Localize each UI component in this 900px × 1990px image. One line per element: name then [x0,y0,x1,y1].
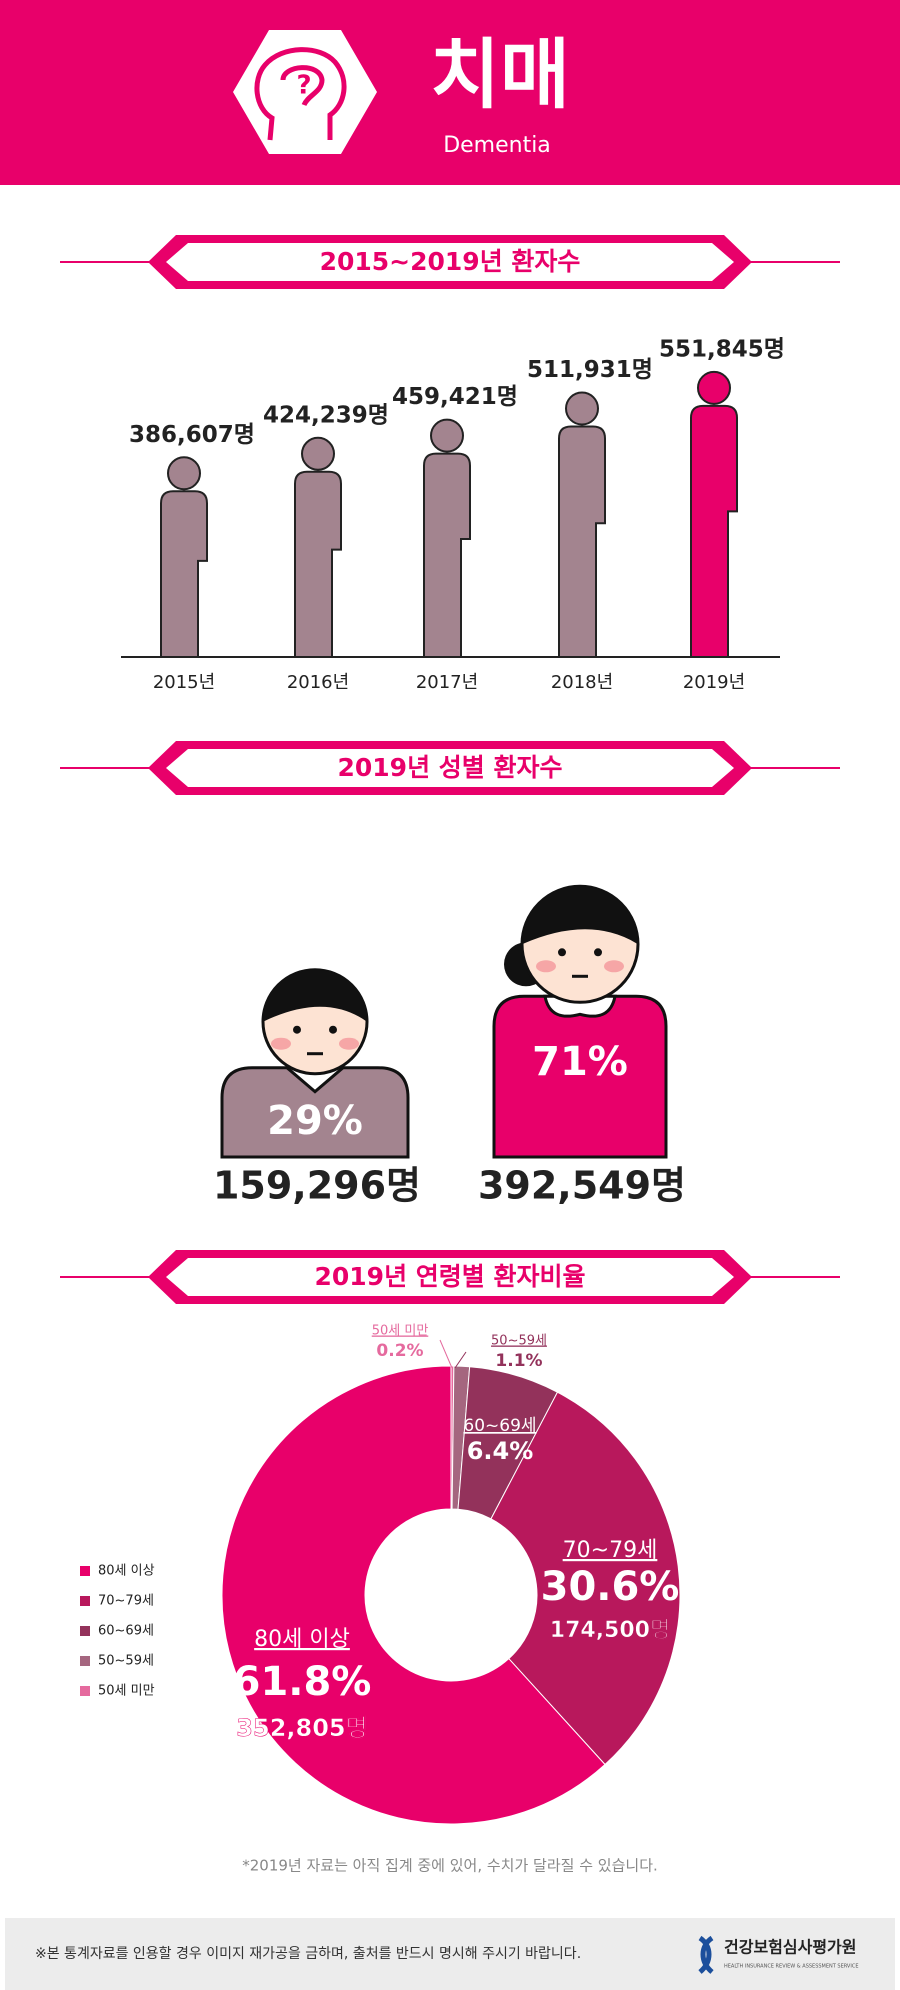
slice-count: 352,805명 [236,1714,367,1742]
x-tick-label: 2017년 [416,672,478,693]
slice-category: 50~59세 [491,1334,547,1349]
value-label: 459,421명 [392,384,518,410]
slice-percent: 6.4% [467,1437,534,1465]
section-title: 2019년 성별 환자수 [338,753,563,782]
section-title: 2019년 연령별 환자비율 [315,1262,586,1291]
torso [492,994,668,1159]
legend-swatch [80,1626,90,1636]
person-bar [160,456,208,658]
header-icon: ? [233,30,377,154]
person-bar [294,436,342,658]
section-title: 2015~2019년 환자수 [320,247,581,276]
header-band [0,0,900,185]
slice-percent: 1.1% [495,1351,542,1371]
leader-line [439,1339,453,1369]
banner-inner [166,243,734,281]
x-tick-label: 2016년 [287,672,349,693]
cheek [271,1037,291,1050]
legend-label: 50세 미만 [98,1684,155,1699]
eye [293,1025,301,1034]
value-label: 551,845명 [659,336,785,362]
leader-line [454,1351,467,1369]
banner-inner [166,1258,734,1296]
footer-org-en: HEALTH INSURANCE REVIEW & ASSESSMENT SER… [724,1964,858,1970]
hair [263,969,367,1022]
slice-count: 174,500명 [550,1618,670,1643]
percent-label: 29% [267,1098,363,1144]
footer-logo [698,1935,714,1974]
person-bar [423,418,471,658]
count-label: 392,549명 [478,1164,686,1208]
legend-label: 70~79세 [98,1594,154,1609]
x-tick-label: 2018년 [551,672,613,693]
legend-swatch [80,1596,90,1606]
footer-notice: ※본 통계자료를 인용할 경우 이미지 재가공을 금하며, 출처를 반드시 명시… [35,1946,581,1962]
slice-percent: 61.8% [233,1659,372,1705]
legend-label: 50~59세 [98,1654,154,1669]
eye [558,948,566,957]
header-title: 치매 [430,30,570,119]
hair [522,886,638,945]
eye [594,948,602,957]
slice-category: 70~79세 [563,1538,658,1563]
torso [220,1066,410,1159]
svg-text:?: ? [296,71,311,101]
legend-label: 80세 이상 [98,1564,155,1579]
footer-band [5,1918,895,1990]
cheek [536,960,556,973]
donut-slice [221,1365,606,1825]
eye [329,1025,337,1034]
value-label: 511,931명 [527,357,653,383]
percent-label: 71% [532,1039,628,1085]
legend-swatch [80,1656,90,1666]
slice-category: 50세 미만 [372,1324,429,1339]
legend-swatch [80,1566,90,1576]
banner-inner [166,749,734,787]
slice-category: 60~69세 [463,1416,536,1436]
person-bar [690,370,738,658]
header-subtitle: Dementia [443,133,551,158]
person-bar [558,391,606,658]
footer-org: 건강보험심사평가원 [724,1938,856,1957]
donut-slice [490,1391,681,1766]
slice-percent: 0.2% [376,1341,423,1361]
legend-swatch [80,1686,90,1696]
collar [543,994,617,1018]
cheek [339,1037,359,1050]
x-tick-label: 2015년 [153,672,215,693]
slice-category: 80세 이상 [254,1627,350,1652]
legend-label: 60~69세 [98,1624,154,1639]
count-label: 159,296명 [213,1164,421,1208]
value-label: 386,607명 [129,422,255,448]
cheek [604,960,624,973]
x-tick-label: 2019년 [683,672,745,693]
value-label: 424,239명 [263,402,389,428]
slice-percent: 30.6% [541,1564,680,1610]
footnote: *2019년 자료는 아직 집계 중에 있어, 수치가 달라질 수 있습니다. [242,1857,658,1875]
